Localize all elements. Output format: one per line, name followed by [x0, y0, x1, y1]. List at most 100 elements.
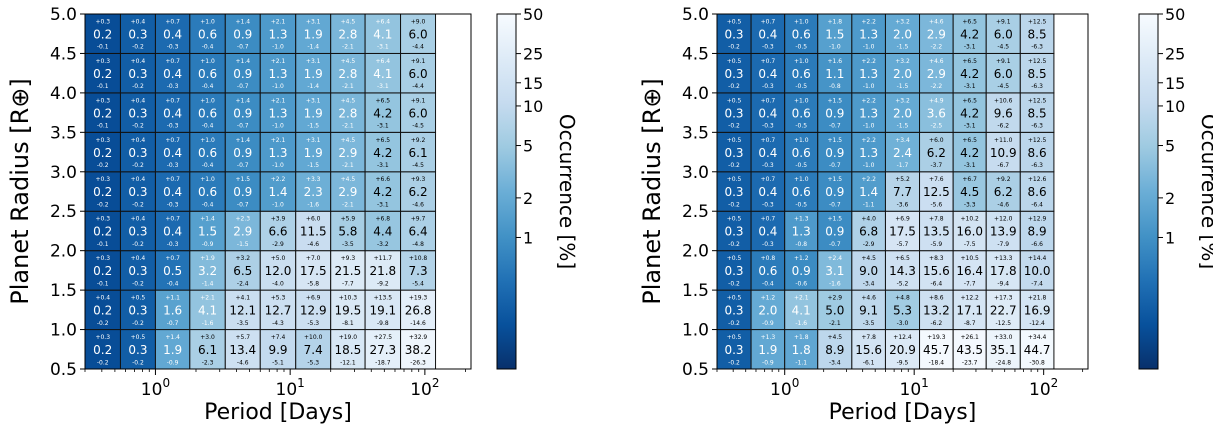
cell-value: 0.3	[724, 146, 743, 160]
cell-value: 4.1	[373, 67, 392, 81]
y-tick-label: 5.0	[50, 5, 77, 25]
cell-lower-error: -1.5	[897, 44, 909, 51]
cell-value: 17.8	[990, 264, 1017, 278]
cell-lower-error: -0.2	[132, 123, 144, 130]
cell-upper-error: +4.9	[929, 97, 944, 104]
cell-upper-error: +1.0	[200, 18, 215, 25]
cell-upper-error: +27.5	[374, 334, 393, 341]
heatmap-cell	[784, 52, 819, 94]
cell-value: 1.9	[163, 343, 182, 357]
cell-lower-error: -3.4	[863, 280, 875, 287]
cell-upper-error: +1.0	[794, 97, 809, 104]
cell-value: 0.9	[233, 67, 252, 81]
cell-upper-error: +1.0	[200, 58, 215, 65]
cell-lower-error: -1.4	[307, 44, 319, 51]
x-tick-label: 100	[770, 376, 799, 400]
cell-lower-error: -1.1	[795, 359, 807, 366]
heatmap-cell	[750, 13, 786, 54]
cell-lower-error: -0.2	[132, 201, 144, 208]
heatmap-cell	[400, 289, 437, 331]
cell-value: 4.2	[373, 185, 392, 199]
cell-lower-error: -5.8	[307, 280, 319, 287]
cell-value: 12.7	[265, 304, 292, 318]
cell-lower-error: -0.1	[97, 44, 109, 51]
cell-lower-error: -5.4	[412, 280, 424, 287]
cell-lower-error: -3.1	[377, 83, 389, 90]
cell-lower-error: -1.4	[307, 83, 319, 90]
colorbar-tick-label: 1	[523, 228, 533, 247]
cell-lower-error: -4.5	[997, 44, 1009, 51]
cell-upper-error: +9.3	[341, 255, 356, 262]
cell-upper-error: +12.5	[1028, 97, 1047, 104]
cell-upper-error: +1.2	[794, 255, 809, 262]
cell-value: 0.4	[758, 27, 777, 41]
cell-lower-error: -0.8	[795, 241, 807, 248]
cell-value: 0.2	[93, 185, 112, 199]
cell-value: 4.1	[373, 27, 392, 41]
cell-value: 0.6	[198, 67, 217, 81]
cell-upper-error: +12.5	[1028, 18, 1047, 25]
cell-value: 0.4	[758, 106, 777, 120]
cell-upper-error: +2.1	[271, 18, 286, 25]
cell-lower-error: -8.1	[342, 320, 354, 327]
heatmap-cell	[884, 52, 921, 94]
heatmap-cell	[716, 289, 752, 331]
heatmap-cell	[919, 131, 954, 173]
heatmap-cell	[952, 13, 987, 54]
cell-value: 0.3	[128, 225, 147, 239]
y-axis-label: Planet Radius [R⊕]	[638, 78, 666, 304]
cell-upper-error: +6.5	[895, 255, 910, 262]
x-tick-label: 101	[276, 376, 305, 400]
cell-upper-error: +9.0	[411, 18, 426, 25]
cell-lower-error: -0.2	[132, 241, 144, 248]
cell-upper-error: +19.3	[409, 295, 428, 302]
cell-value: 2.9	[338, 146, 357, 160]
cell-upper-error: +1.8	[794, 334, 809, 341]
heatmap-cell	[884, 289, 921, 331]
cell-upper-error: +2.2	[861, 176, 876, 183]
cell-upper-error: +1.5	[828, 137, 843, 144]
cell-lower-error: -4.6	[412, 201, 424, 208]
heatmap-cell	[224, 250, 261, 291]
heatmap-cell	[400, 171, 437, 212]
cell-value: 6.0	[409, 67, 428, 81]
cell-value: 0.9	[792, 264, 811, 278]
cell-lower-error: -4.6	[237, 359, 249, 366]
heatmap-cell	[817, 289, 853, 331]
cell-upper-error: +3.9	[271, 216, 286, 223]
cell-upper-error: +0.5	[727, 137, 742, 144]
cell-upper-error: +4.5	[341, 176, 356, 183]
heatmap-cell	[224, 13, 261, 54]
cell-upper-error: +3.2	[895, 58, 910, 65]
cell-value: 6.1	[198, 343, 217, 357]
cell-value: 0.3	[724, 264, 743, 278]
cell-upper-error: +4.5	[341, 18, 356, 25]
heatmap-cell	[817, 210, 853, 252]
cell-value: 6.4	[409, 225, 428, 239]
cell-upper-error: +10.0	[304, 334, 323, 341]
cell-value: 38.2	[405, 343, 432, 357]
cell-value: 0.2	[93, 304, 112, 318]
cell-upper-error: +4.1	[235, 295, 250, 302]
cell-upper-error: +0.3	[95, 97, 110, 104]
heatmap-cell	[400, 329, 437, 370]
cell-lower-error: -12.4	[1029, 320, 1045, 327]
cell-value: 2.9	[927, 27, 946, 41]
cell-value: 0.4	[163, 27, 182, 41]
cell-value: 0.6	[758, 264, 777, 278]
cell-value: 22.7	[990, 304, 1017, 318]
cell-upper-error: +2.9	[828, 295, 843, 302]
cell-value: 6.2	[927, 146, 946, 160]
cell-upper-error: +2.1	[200, 295, 215, 302]
cell-value: 0.3	[128, 27, 147, 41]
cell-value: 8.5	[1028, 106, 1047, 120]
heatmap-cell	[985, 171, 1021, 212]
cell-value: 0.4	[758, 225, 777, 239]
cell-lower-error: -2.3	[202, 359, 214, 366]
cell-upper-error: +6.0	[929, 137, 944, 144]
cell-lower-error: -4.8	[412, 241, 424, 248]
cell-lower-error: -0.4	[202, 201, 214, 208]
cell-value: 0.6	[198, 146, 217, 160]
y-tick-label: 3.5	[682, 123, 709, 143]
